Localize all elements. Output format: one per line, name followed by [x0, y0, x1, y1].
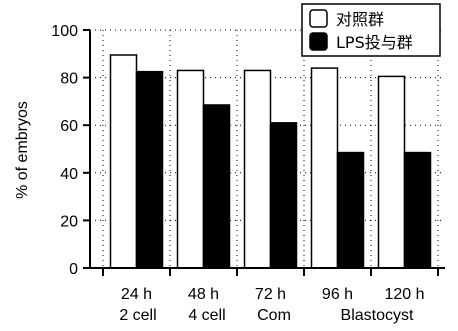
legend-label-lps: LPS投与群 [336, 33, 413, 52]
x-tick-label-4: 120 h [384, 286, 424, 303]
x-group-label-2cell: 2 cell [119, 307, 156, 324]
y-tick-label-0: 0 [69, 261, 78, 278]
bar-control-3 [310, 67, 339, 269]
legend: 对照群 LPS投与群 [301, 3, 441, 57]
bar-lps-2 [269, 122, 298, 269]
y-tick-label-80: 80 [60, 71, 78, 88]
bar-lps-3 [336, 151, 365, 269]
bar-control-0 [109, 54, 138, 269]
bar-lps-0 [135, 70, 164, 269]
bars [109, 54, 432, 269]
y-tick-label-60: 60 [60, 118, 78, 135]
bar-lps-4 [403, 151, 432, 269]
x-tick-label-0: 24 h [121, 286, 152, 303]
y-ticks: 0 20 40 60 80 100 [51, 23, 90, 278]
legend-label-control: 对照群 [336, 10, 384, 29]
bar-lps-1 [202, 104, 231, 269]
bar-control-2 [243, 69, 272, 269]
x-group-label-4cell: 4 cell [188, 307, 225, 324]
legend-swatch-control [309, 9, 328, 28]
y-tick-label-100: 100 [51, 23, 78, 40]
x-tick-label-3: 96 h [322, 286, 353, 303]
bar-control-4 [377, 75, 406, 269]
y-tick-label-40: 40 [60, 166, 78, 183]
y-tick-label-20: 20 [60, 213, 78, 230]
x-ticks: 24 h 48 h 72 h 96 h 120 h [102, 268, 439, 303]
y-axis-title: % of embryos [14, 101, 31, 199]
x-tick-label-1: 48 h [188, 286, 219, 303]
legend-swatch-lps [309, 32, 328, 51]
x-group-label-blastocyst: Blastocyst [341, 307, 414, 324]
x-group-label-com: Com [257, 307, 291, 324]
x-tick-label-2: 72 h [255, 286, 286, 303]
bar-control-1 [176, 69, 205, 269]
